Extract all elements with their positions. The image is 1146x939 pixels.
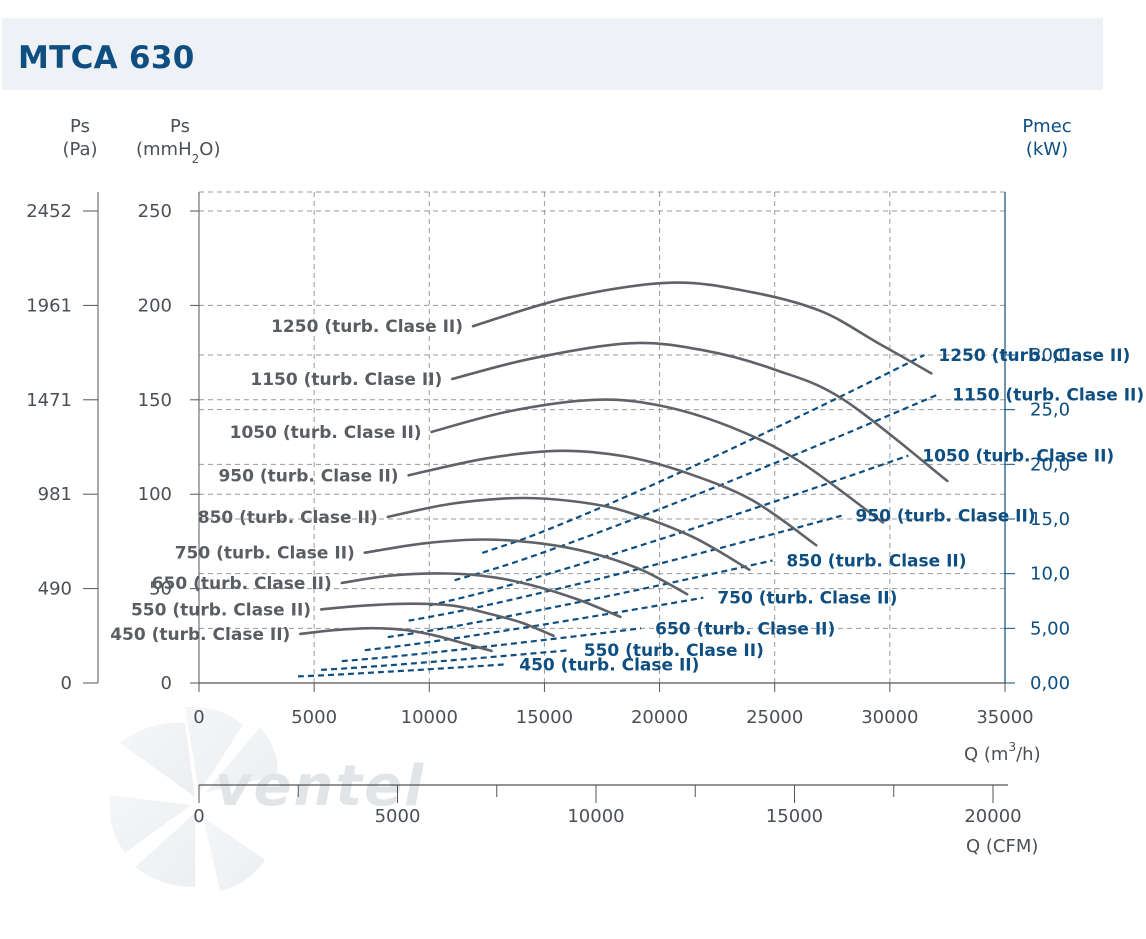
x-tick-label-5000: 5000 — [291, 707, 337, 728]
title-banner: MTCA 630 — [2, 18, 1103, 90]
q-m3h-superscript: 3 — [1008, 740, 1016, 754]
power-curve-label-5: 750 (turb. Clase II) — [717, 589, 897, 609]
pressure-curve-label-2: 1050 (turb. Clase II) — [230, 423, 422, 443]
x-tick-label-35000: 35000 — [976, 707, 1033, 728]
pressure-curve-1 — [451, 341, 949, 483]
mm-tick-label-150: 150 — [138, 390, 172, 411]
power-curve-3 — [408, 514, 842, 622]
power-tick-label-10: 10,0 — [1030, 564, 1070, 585]
power-tick-label-25: 25,0 — [1030, 400, 1070, 421]
watermark-text: ventel — [215, 754, 425, 819]
power-curve-7 — [321, 649, 570, 671]
cfm-tick-label-10000: 10000 — [567, 806, 624, 827]
mm-tick-label-250: 250 — [138, 201, 172, 222]
pa-tick-label-0: 0 — [61, 673, 72, 694]
q-cfm-axis-title: Q (CFM) — [966, 836, 1038, 857]
power-curve-label-1: 1150 (turb. Clase II) — [952, 385, 1144, 405]
chart-title: MTCA 630 — [18, 40, 195, 76]
pa-tick-label-3: 1471 — [26, 390, 72, 411]
pressure-curve-3 — [407, 449, 818, 547]
power-curve-label-0: 1250 (turb. Clase II) — [938, 346, 1130, 366]
pressure-curve-label-7: 550 (turb. Clase II) — [131, 600, 311, 620]
pmec-axis-unit: (kW) — [1026, 139, 1068, 160]
mmh2o-unit-subscript: 2 — [192, 152, 200, 166]
power-curve-label-2: 1050 (turb. Clase II) — [922, 447, 1114, 467]
pressure-curve-5 — [363, 538, 689, 596]
x-tick-label-10000: 10000 — [401, 707, 458, 728]
x-tick-label-15000: 15000 — [516, 707, 573, 728]
pressure-curve-label-6: 650 (turb. Clase II) — [152, 574, 332, 594]
mmh2o-unit-start: (mmH — [136, 139, 192, 160]
pressure-curve-label-8: 450 (turb. Clase II) — [110, 625, 290, 645]
pressure-curve-label-4: 850 (turb. Clase II) — [198, 508, 378, 528]
mm-tick-label-100: 100 — [138, 484, 172, 505]
cfm-tick-label-0: 0 — [193, 806, 204, 827]
power-tick-label-20: 20,0 — [1030, 454, 1070, 475]
pa-axis-title: Ps (Pa) — [62, 116, 97, 160]
pmec-axis-title-label: Pmec — [1022, 116, 1071, 137]
pressure-curve-label-3: 950 (turb. Clase II) — [218, 466, 398, 486]
mm-tick-label-0: 0 — [161, 673, 172, 694]
power-curve-6 — [341, 627, 642, 663]
power-curve-label-7: 550 (turb. Clase II) — [584, 641, 764, 661]
mm-tick-label-50: 50 — [149, 579, 172, 600]
pa-axis-title-label: Ps — [70, 116, 90, 137]
pressure-curve-0 — [471, 281, 933, 375]
curve-labels: 1250 (turb. Clase II) 1150 (turb. Clase I… — [110, 317, 1144, 675]
pa-tick-label-2: 981 — [38, 484, 72, 505]
x-tick-label-25000: 25000 — [746, 707, 803, 728]
power-tick-label-5: 5,00 — [1030, 618, 1070, 639]
mmh2o-unit-end: O) — [199, 139, 220, 160]
pa-tick-label-1: 490 — [38, 579, 72, 600]
power-tick-label-30: 30,0 — [1030, 345, 1070, 366]
mmh2o-axis-unit: (mmH2O) — [136, 139, 220, 166]
pressure-curve-4 — [386, 496, 751, 571]
power-curve-0 — [481, 354, 925, 554]
ventel-watermark-logo: ventel — [109, 706, 425, 891]
pa-tick-label-5: 2452 — [26, 201, 72, 222]
mmh2o-axis-title-label: Ps — [170, 116, 190, 137]
pa-tick-label-4: 1961 — [26, 295, 72, 316]
power-curve-label-6: 650 (turb. Clase II) — [655, 619, 835, 639]
mmh2o-axis-title: Ps (mmH2O) — [136, 116, 220, 166]
pa-axis-unit: (Pa) — [62, 139, 97, 160]
power-curve-label-8: 450 (turb. Clase II) — [519, 655, 699, 675]
power-tick-label-15: 15,0 — [1030, 509, 1070, 530]
mm-tick-label-200: 200 — [138, 295, 172, 316]
pressure-curve-label-0: 1250 (turb. Clase II) — [271, 317, 463, 337]
pressure-curve-7 — [319, 602, 555, 638]
pressure-curve-6 — [340, 572, 622, 619]
power-curve-label-3: 950 (turb. Clase II) — [855, 507, 1035, 527]
power-tick-label-0: 0,00 — [1030, 673, 1070, 694]
power-curve-label-4: 850 (turb. Clase II) — [786, 552, 966, 572]
chart-axes: 0 5000 10000 15000 20000 25000 30000 3500005010… — [26, 192, 1070, 827]
power-curve-8 — [297, 663, 506, 678]
q-m3h-axis-title: Q (m3/h) — [964, 740, 1041, 765]
power-curve-2 — [429, 454, 909, 607]
cfm-tick-label-20000: 20000 — [964, 806, 1021, 827]
pmec-axis-title: Pmec (kW) — [1022, 116, 1071, 160]
power-curve-4 — [387, 559, 773, 639]
pressure-curve-label-1: 1150 (turb. Clase II) — [250, 370, 442, 390]
power-curves — [297, 354, 939, 678]
pressure-curves — [299, 281, 949, 653]
pressure-curve-2 — [430, 398, 885, 524]
pressure-curve-label-5: 750 (turb. Clase II) — [175, 544, 355, 564]
cfm-tick-label-5000: 5000 — [375, 806, 421, 827]
x-tick-label-20000: 20000 — [631, 707, 688, 728]
q-m3h-label-start: Q (m — [964, 744, 1008, 765]
cfm-tick-label-15000: 15000 — [766, 806, 823, 827]
chart-grid — [199, 191, 1006, 683]
x-tick-label-30000: 30000 — [861, 707, 918, 728]
x-tick-label-0: 0 — [193, 707, 204, 728]
q-m3h-label-end: /h) — [1016, 744, 1041, 765]
pressure-curve-8 — [299, 626, 493, 653]
